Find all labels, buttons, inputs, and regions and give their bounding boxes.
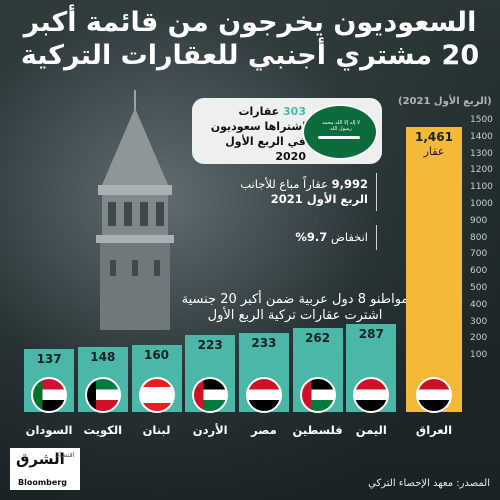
fact-sales-period: الربع الأول 2021 — [270, 192, 368, 206]
bar-value-label: 1,461 — [415, 129, 453, 144]
bar-value-label: 233 — [251, 335, 277, 350]
sudan-flag-icon — [31, 377, 68, 413]
yemen-flag-icon — [353, 377, 390, 413]
saudi-flag-sword — [318, 136, 360, 139]
galata-tower-illustration — [96, 90, 174, 330]
y-tick-label: 1200 — [470, 165, 493, 176]
country-label: الأردن — [192, 423, 228, 437]
kuwait-flag-icon — [84, 377, 121, 413]
fact-sales-number: 9,992 — [331, 177, 368, 191]
page-title: السعوديون يخرجون من قائمة أكبر 20 مشتري … — [0, 6, 500, 72]
y-tick-label: 900 — [470, 215, 488, 226]
fact-sales-text: عقاراً مباع للأجانب — [240, 177, 328, 191]
bar-value-label: 137 — [36, 351, 62, 366]
y-tick-label: 500 — [470, 283, 488, 293]
y-axis-label: (الربع الأول 2021) — [398, 96, 492, 107]
y-tick-label: 1300 — [470, 148, 493, 159]
country-label: لبنان — [142, 423, 171, 437]
y-tick-label: 200 — [470, 333, 488, 344]
y-tick-label: 700 — [470, 249, 488, 260]
saudi-flag-icon: لا إله إلا الله محمد رسول الله — [302, 104, 378, 160]
y-tick-label: 1000 — [470, 199, 493, 209]
saudi-flag-script: لا إله إلا الله محمد رسول الله — [322, 120, 360, 132]
bar-value-label: 223 — [197, 337, 223, 352]
section-caption-line-1: مواطنو 8 دول عربية ضمن أكبر 20 جنسية — [181, 292, 409, 307]
jordan-flag-icon — [192, 377, 229, 413]
lebanon-flag-icon — [138, 377, 175, 413]
y-tick-label: 1400 — [470, 131, 493, 142]
country-label: اليمن — [355, 423, 387, 437]
section-caption-line-2: اشترت عقارات تركية الربع الأول — [207, 308, 383, 323]
asharq-bloomberg-logo: الشرق اقتصاد Bloomberg — [10, 448, 80, 490]
logo-brand-text: Bloomberg — [18, 478, 67, 487]
bar-value-label: 148 — [90, 350, 116, 365]
y-tick-label: 300 — [470, 316, 488, 327]
bar-unit-label: عقار — [423, 144, 445, 158]
y-tick-label: 600 — [470, 266, 488, 277]
bar — [406, 126, 462, 412]
bar-value-label: 160 — [143, 348, 170, 363]
title-line-2: 20 مشتري أجنبي للعقارات التركية — [20, 40, 480, 71]
section-caption: مواطنو 8 دول عربية ضمن أكبر 20 جنسية اشت… — [160, 292, 430, 324]
saudi-description: عقارات اشتراها سعوديون في الربع الأول 20… — [210, 105, 306, 163]
saudi-count: 303 — [283, 105, 306, 118]
y-tick-label: 100 — [470, 350, 488, 361]
bar-value-label: 262 — [305, 330, 331, 345]
fact-decline: انخفاض 9.7% — [230, 230, 368, 245]
egypt-flag-icon — [245, 377, 282, 413]
country-label: الكويت — [83, 423, 123, 437]
logo-sub-text: اقتصاد — [56, 451, 75, 459]
fact-divider-1 — [376, 173, 377, 211]
iraq-flag-icon — [416, 377, 452, 413]
country-label: مصر — [251, 423, 277, 437]
title-line-1: السعوديون يخرجون من قائمة أكبر — [23, 7, 477, 38]
fact-divider-2 — [376, 225, 377, 250]
y-tick-label: 800 — [470, 232, 488, 243]
logo-arabic-text: الشرق — [16, 450, 65, 468]
y-tick-label: 1500 — [470, 115, 493, 125]
fact-decline-number: 9.7% — [295, 230, 328, 244]
country-label: العراق — [415, 423, 453, 437]
country-label: السودان — [25, 423, 73, 437]
bar-value-label: 287 — [358, 326, 384, 341]
country-label: فلسطين — [292, 423, 343, 437]
palestine-flag-icon — [299, 377, 336, 413]
source-note: المصدر: معهد الإحصاء التركي — [368, 478, 490, 489]
fact-decline-text: انخفاض — [330, 230, 368, 244]
fact-sales: 9,992 عقاراً مباع للأجانب الربع الأول 20… — [230, 177, 368, 207]
y-tick-label: 400 — [470, 299, 488, 310]
y-tick-label: 1100 — [470, 182, 493, 193]
